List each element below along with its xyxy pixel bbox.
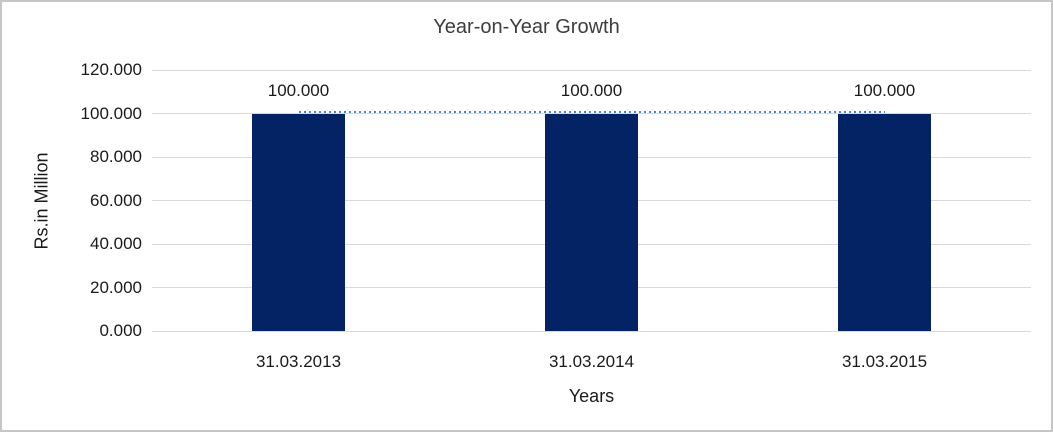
y-tick-label: 120.000 [80,60,142,79]
bar [838,113,931,331]
bar-data-label: 100.000 [853,80,916,100]
gridline [152,330,1031,332]
bar-data-label: 100.000 [560,80,623,100]
y-tick-label: 40.000 [90,234,142,253]
bar [545,113,638,331]
gridline [152,69,1031,71]
x-category-label: 31.03.2014 [548,352,635,371]
chart-title: Year-on-Year Growth [433,16,620,38]
trendline-dotted [298,110,885,113]
y-tick-label: 60.000 [90,190,142,210]
bar [252,113,345,331]
x-axis-title: Years [568,386,615,406]
x-category-label: 31.03.2013 [255,352,342,371]
x-category-label: 31.03.2015 [841,352,928,371]
y-tick-label: 0.000 [99,321,142,340]
y-tick-label: 80.000 [90,147,142,166]
bar-data-label: 100.000 [267,80,330,100]
y-tick-label: 20.000 [90,277,142,297]
y-tick-label: 100.000 [80,103,142,123]
